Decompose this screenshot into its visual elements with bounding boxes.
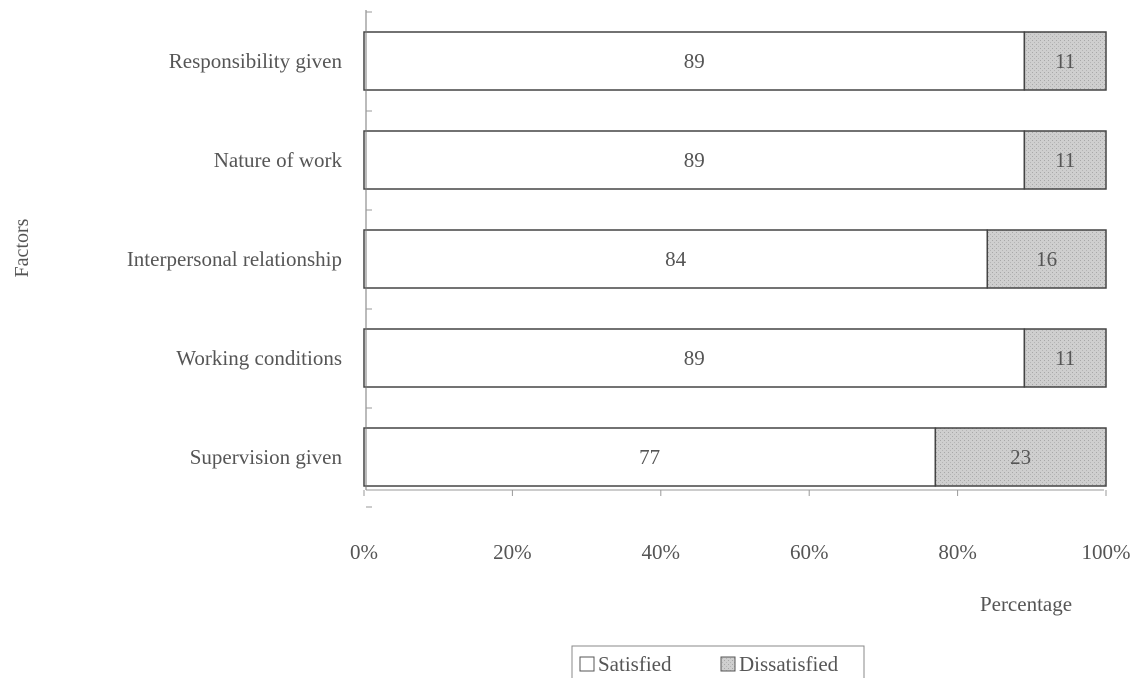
legend-label-dissatisfied: Dissatisfied bbox=[739, 652, 839, 676]
bar-satisfied-interpersonal-relationship bbox=[363, 229, 989, 289]
x-tick-label: 20% bbox=[493, 540, 532, 564]
bar-dissatisfied-nature-of-work bbox=[1023, 130, 1107, 190]
bar-dissatisfied-supervision-given bbox=[934, 427, 1107, 487]
data-label-satisfied-working-conditions: 89 bbox=[684, 346, 705, 370]
category-label-responsibility-given: Responsibility given bbox=[169, 49, 343, 73]
bars-layer bbox=[363, 31, 1107, 487]
bar-dissatisfied-interpersonal-relationship bbox=[986, 229, 1107, 289]
x-tick-label: 60% bbox=[790, 540, 829, 564]
legend-swatch-satisfied bbox=[579, 656, 595, 672]
bar-satisfied-nature-of-work bbox=[363, 130, 1026, 190]
data-label-dissatisfied-working-conditions: 11 bbox=[1055, 346, 1075, 370]
bar-satisfied-working-conditions bbox=[363, 328, 1026, 388]
category-label-working-conditions: Working conditions bbox=[176, 346, 342, 370]
x-tick-label: 100% bbox=[1082, 540, 1131, 564]
data-label-satisfied-supervision-given: 77 bbox=[639, 445, 660, 469]
legend-label-satisfied: Satisfied bbox=[598, 652, 672, 676]
bar-satisfied-supervision-given bbox=[363, 427, 937, 487]
x-axis-title: Percentage bbox=[980, 592, 1072, 616]
axis-layer bbox=[363, 10, 1107, 508]
bar-satisfied-responsibility-given bbox=[363, 31, 1026, 91]
x-tick-label: 0% bbox=[350, 540, 378, 564]
labels-layer: 89 11 Responsibility given 89 11 Nature of wo… bbox=[127, 49, 1131, 564]
x-tick-label: 80% bbox=[938, 540, 977, 564]
legend-box bbox=[571, 645, 865, 683]
data-label-satisfied-interpersonal-relationship: 84 bbox=[665, 247, 687, 271]
x-tick-label: 40% bbox=[642, 540, 681, 564]
category-label-interpersonal-relationship: Interpersonal relationship bbox=[127, 247, 342, 271]
legend: Satisfied Dissatisfied bbox=[571, 645, 865, 683]
bar-dissatisfied-responsibility-given bbox=[1023, 31, 1107, 91]
legend-swatch-dissatisfied bbox=[720, 656, 736, 672]
category-label-supervision-given: Supervision given bbox=[190, 445, 343, 469]
y-axis-title: Factors bbox=[11, 218, 33, 277]
data-label-dissatisfied-interpersonal-relationship: 16 bbox=[1036, 247, 1057, 271]
data-label-dissatisfied-responsibility-given: 11 bbox=[1055, 49, 1075, 73]
data-label-satisfied-responsibility-given: 89 bbox=[684, 49, 705, 73]
bar-dissatisfied-working-conditions bbox=[1023, 328, 1107, 388]
data-label-dissatisfied-nature-of-work: 11 bbox=[1055, 148, 1075, 172]
category-label-nature-of-work: Nature of work bbox=[214, 148, 343, 172]
data-label-satisfied-nature-of-work: 89 bbox=[684, 148, 705, 172]
data-label-dissatisfied-supervision-given: 23 bbox=[1010, 445, 1031, 469]
